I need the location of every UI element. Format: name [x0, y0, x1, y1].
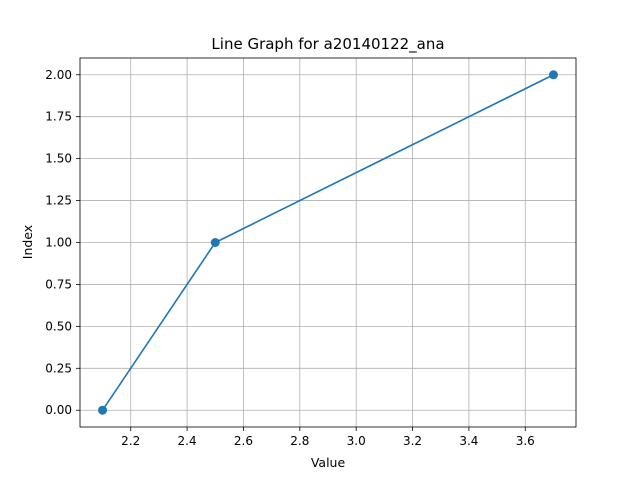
y-tick-label: 0.50: [45, 319, 72, 333]
y-tick-label: 1.75: [45, 110, 72, 124]
x-tick-label: 3.6: [516, 434, 535, 448]
data-point: [98, 405, 108, 415]
y-tick-label: 0.00: [45, 403, 72, 417]
x-axis-label: Value: [311, 455, 346, 470]
x-tick-label: 2.2: [121, 434, 140, 448]
x-tick-label: 2.8: [290, 434, 309, 448]
y-axis-label: Index: [20, 225, 35, 259]
chart-title: Line Graph for a20140122_ana: [211, 35, 444, 54]
y-tick-label: 1.25: [45, 194, 72, 208]
x-tick-label: 2.6: [234, 434, 253, 448]
y-tick-label: 0.75: [45, 277, 72, 291]
data-point: [210, 238, 220, 247]
axes: 2.2 2.4 2.6 2.8 3.0 3.2 3.4 3.6 0.00 0.25 0.50 0.75…: [45, 57, 577, 448]
x-tick-label: 2.4: [178, 434, 197, 448]
y-tick-label: 0.25: [45, 361, 72, 375]
x-tick-label: 3.2: [403, 434, 422, 448]
x-tick-label: 3.0: [347, 434, 366, 448]
y-tick-label: 1.50: [45, 152, 72, 166]
y-tick-label: 2.00: [45, 68, 72, 82]
data-series: [98, 70, 558, 415]
grid: [80, 58, 576, 427]
x-tick-label: 3.4: [459, 434, 478, 448]
data-point: [548, 70, 558, 80]
y-tick-label: 1.00: [45, 236, 72, 250]
